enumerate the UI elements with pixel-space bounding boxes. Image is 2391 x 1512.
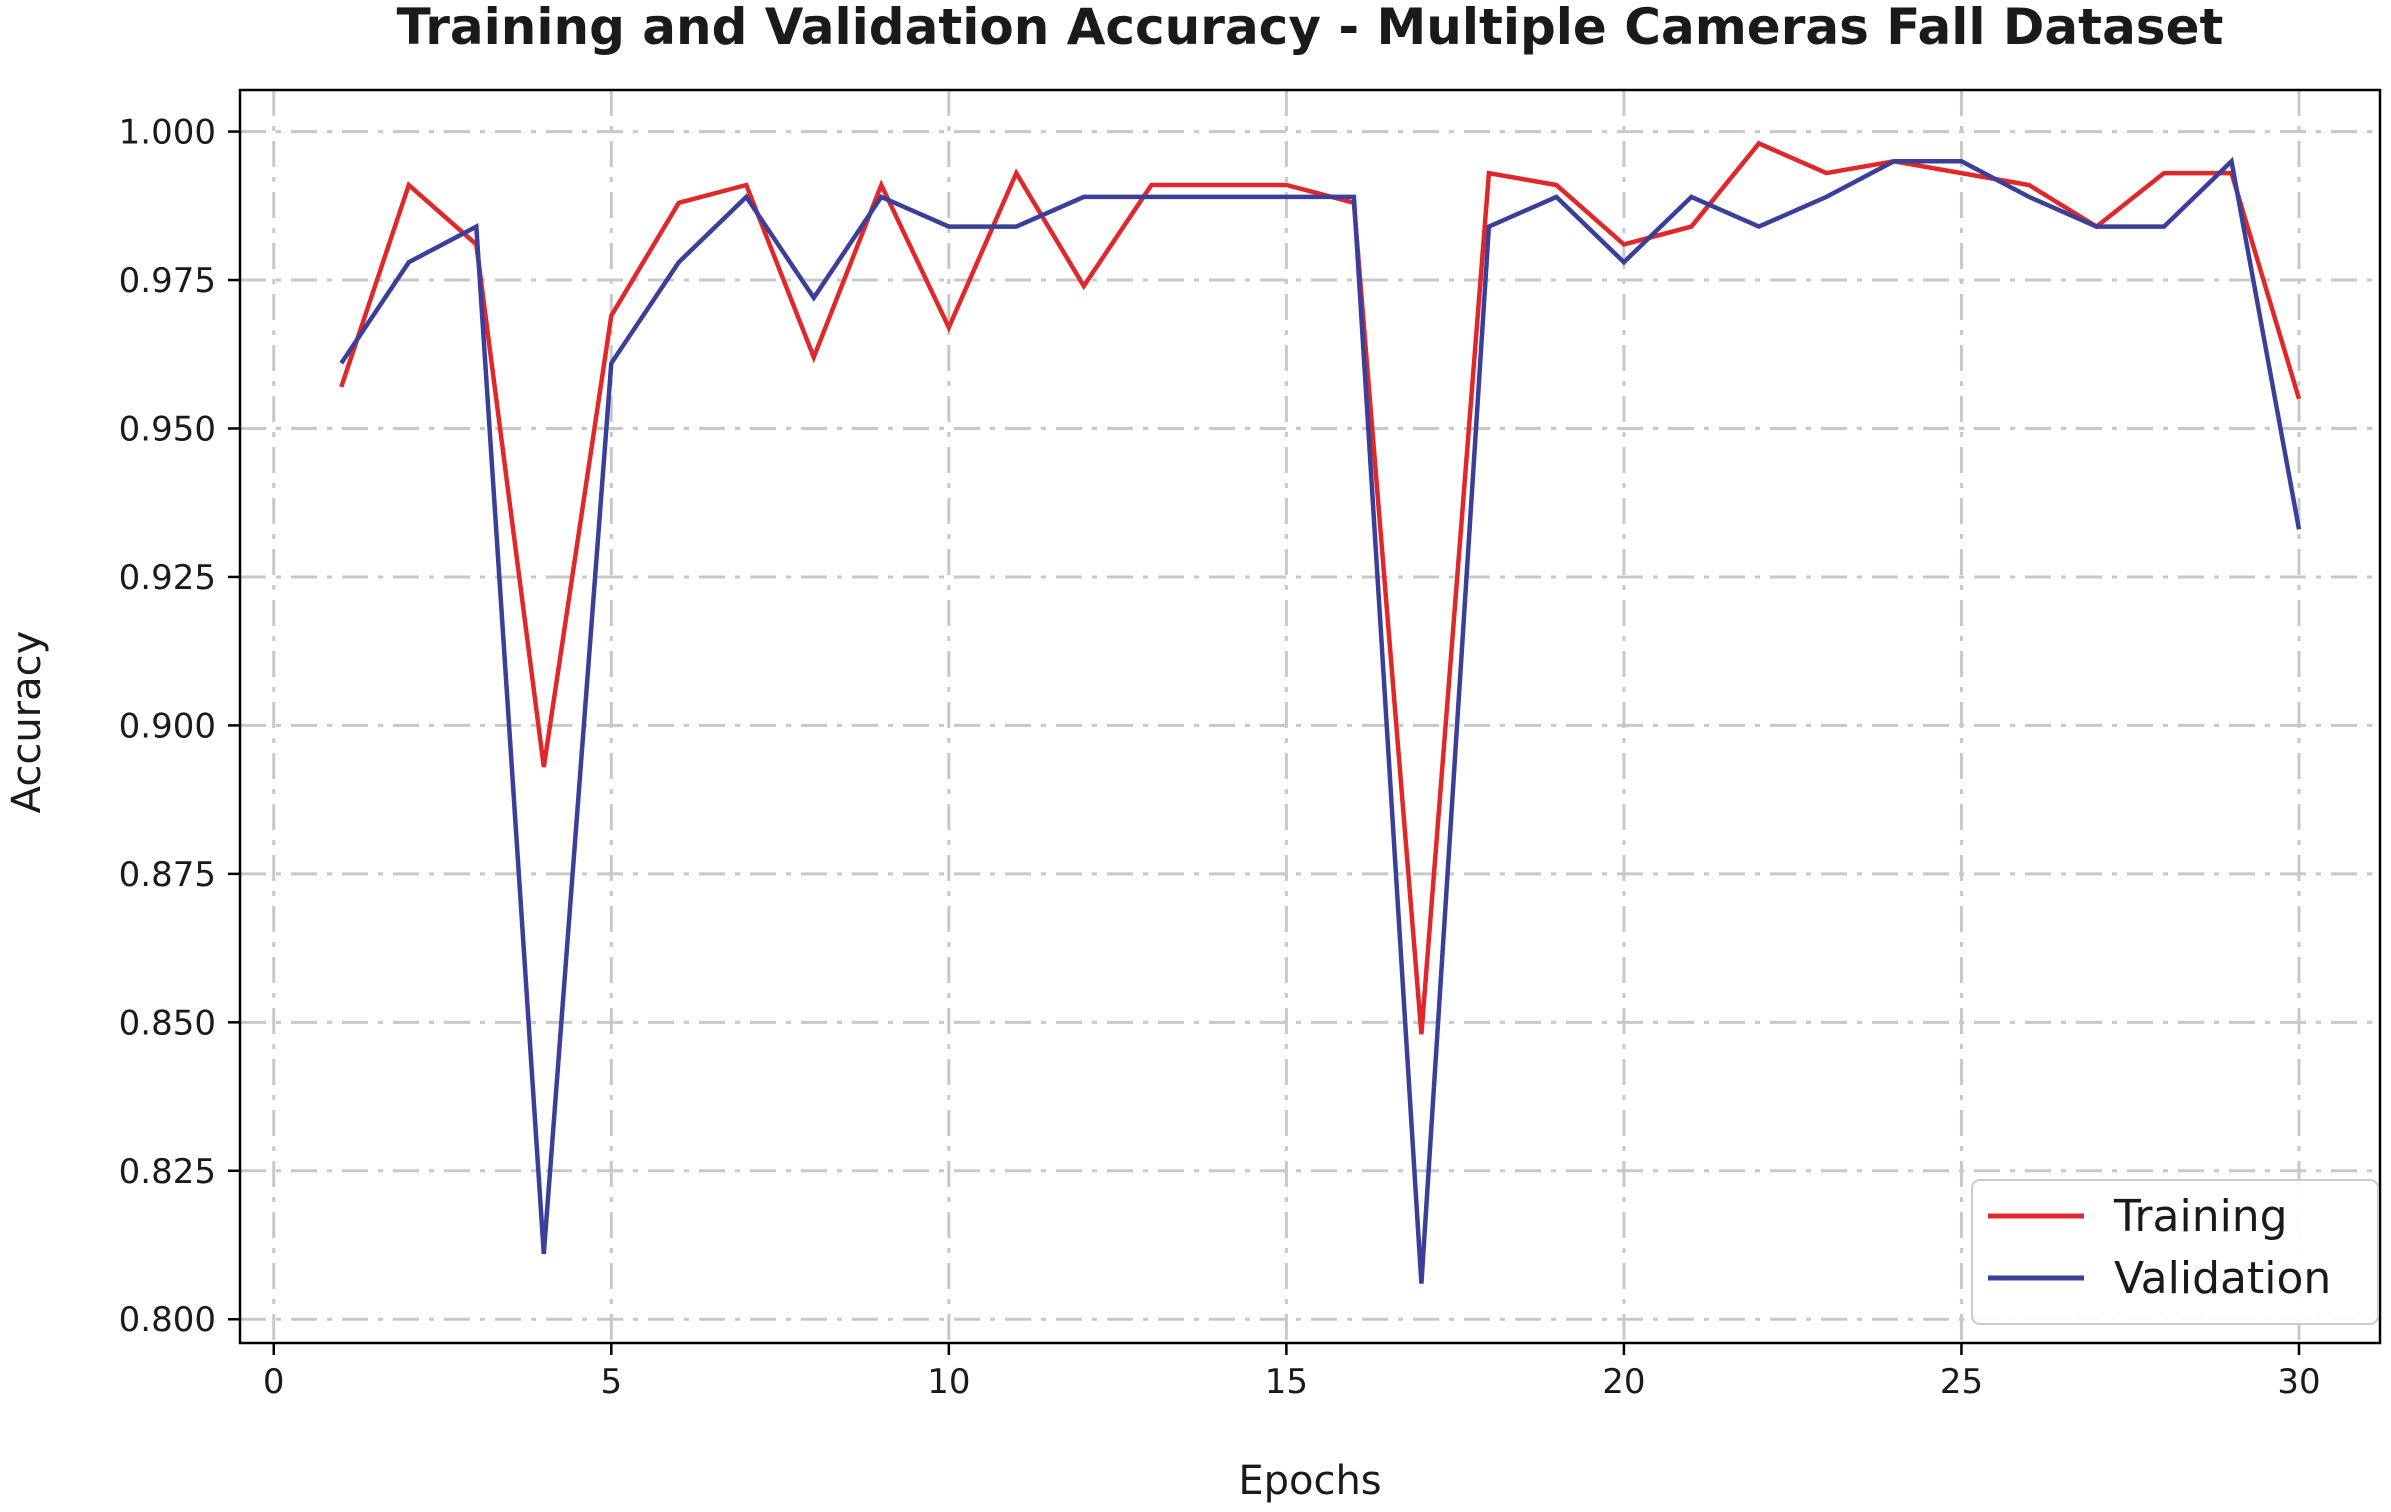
plot-frame [238,88,2382,1345]
x-tick-label: 25 [1940,1362,1983,1402]
x-tick-label: 0 [263,1362,285,1402]
y-axis-ticks: 0.800 0.825 0.850 0.875 0.900 0.925 0.950 0.975… [119,113,240,1340]
x-tick-label: 10 [927,1362,970,1402]
y-tick-label: 0.900 [119,706,216,746]
x-axis-ticks: 0 5 10 15 20 25 30 [263,1343,2321,1402]
legend-label-training: Training [2113,1191,2288,1242]
y-tick-label: 0.875 [119,855,216,895]
y-tick-label: 0.825 [119,1152,216,1192]
y-tick-label: 0.925 [119,558,216,598]
y-axis-label: Accuracy [4,631,50,814]
grid-lines [240,90,2380,1343]
x-tick-label: 15 [1265,1362,1308,1402]
chart-title: Training and Validation Accuracy - Multi… [397,0,2224,56]
y-tick-label: 0.850 [119,1003,216,1043]
x-axis-label: Epochs [1238,1458,1381,1504]
y-tick-label: 0.800 [119,1300,216,1340]
x-tick-label: 5 [600,1362,622,1402]
y-tick-label: 0.950 [119,409,216,449]
series-line-training [339,140,2302,1035]
y-tick-label: 0.975 [119,261,216,301]
legend-label-validation: Validation [2114,1253,2331,1304]
x-tick-label: 30 [2277,1362,2320,1402]
legend: Training Validation [1971,1179,2379,1325]
y-tick-label: 1.000 [119,113,216,153]
x-tick-label: 20 [1602,1362,1645,1402]
series-line-validation [339,156,2302,1284]
series-lines [339,140,2302,1284]
